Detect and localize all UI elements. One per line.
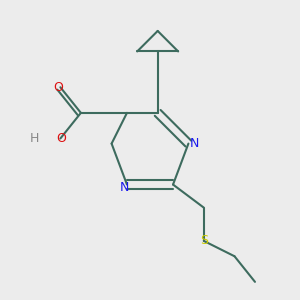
Text: O: O <box>53 81 63 94</box>
Text: S: S <box>200 234 208 248</box>
Text: O: O <box>57 132 67 145</box>
Text: H: H <box>30 132 40 145</box>
Text: N: N <box>120 181 129 194</box>
Text: N: N <box>190 137 200 150</box>
